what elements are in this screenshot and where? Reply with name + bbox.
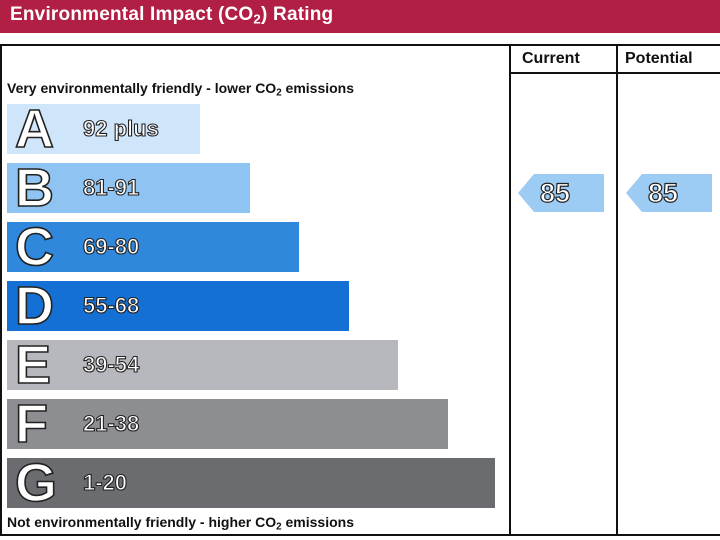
band-range: 1-20 <box>82 469 128 495</box>
band-range: 81-91 <box>82 174 140 200</box>
band-d: D 55-68 <box>7 275 349 337</box>
table-left-border <box>0 44 2 536</box>
band-range: 69-80 <box>82 233 140 259</box>
potential-column-header: Potential <box>625 50 693 67</box>
band-letter: B <box>14 157 55 219</box>
column-divider-potential <box>616 44 618 536</box>
potential-rating-arrow: 85 <box>626 174 712 212</box>
band-range: 55-68 <box>82 292 140 318</box>
current-rating-arrow: 85 <box>518 174 604 212</box>
bottom-note: Not environmentally friendly - higher CO… <box>7 514 354 533</box>
band-letter: E <box>14 334 52 396</box>
band-g: G 1-20 <box>7 452 495 514</box>
band-f: F 21-38 <box>7 393 448 455</box>
band-c: C 69-80 <box>7 216 299 278</box>
band-letter: A <box>14 98 55 160</box>
band-b: B 81-91 <box>7 157 250 219</box>
current-column-header: Current <box>522 50 580 67</box>
page-title: Environmental Impact (CO2) Rating <box>10 4 334 27</box>
band-e: E 39-54 <box>7 334 398 396</box>
column-header-divider <box>510 72 720 74</box>
arrow-shape <box>518 174 604 212</box>
band-letter: F <box>14 393 49 455</box>
band-range: 39-54 <box>82 351 140 377</box>
rating-table <box>0 44 720 536</box>
band-letter: D <box>14 275 55 337</box>
header-bar: Environmental Impact (CO2) Rating <box>0 0 720 33</box>
arrow-shape <box>626 174 712 212</box>
band-letter: G <box>14 452 58 514</box>
band-range: 92 plus <box>82 115 159 141</box>
band-a: A 92 plus <box>7 98 200 160</box>
top-note: Very environmentally friendly - lower CO… <box>7 80 355 99</box>
band-range: 21-38 <box>82 410 140 436</box>
column-divider-current <box>509 44 511 536</box>
current-rating-value: 85 <box>539 177 571 208</box>
potential-rating-value: 85 <box>647 177 679 208</box>
band-letter: C <box>14 216 55 278</box>
